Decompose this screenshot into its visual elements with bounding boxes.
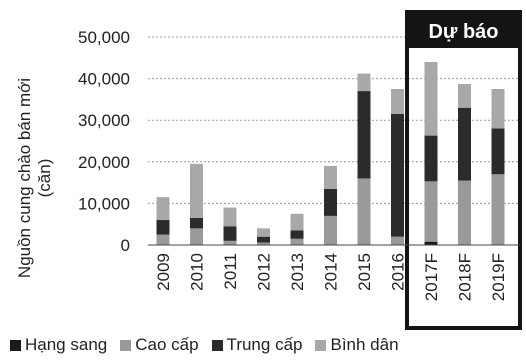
x-tick-label: 2016	[389, 253, 408, 291]
bar-segment	[223, 207, 237, 227]
bar-segment	[190, 228, 203, 245]
bar-segment	[391, 236, 404, 245]
x-tick-label: 2014	[322, 253, 341, 291]
legend-item: Hạng sang	[10, 335, 107, 355]
forecast-box: Dự báo	[405, 10, 522, 330]
bar-segment	[324, 215, 337, 245]
y-axis-label-line: (căn)	[35, 159, 54, 198]
bar-segment	[391, 89, 404, 114]
legend-item: Cao cấp	[120, 335, 199, 355]
legend-item: Trung cấp	[211, 335, 303, 355]
bar-segment	[156, 234, 170, 245]
y-tick-label: 50,000	[78, 28, 130, 47]
bar-segment	[424, 135, 438, 182]
x-tick-label: 2017F	[422, 253, 441, 301]
x-tick-label: 2010	[188, 253, 207, 291]
legend: Hạng sang Cao cấp Trung cấp Bình dân	[10, 335, 412, 355]
forecast-header	[407, 12, 520, 48]
legend-label: Bình dân	[330, 335, 399, 354]
bar-segment	[357, 178, 371, 245]
legend-label: Cao cấp	[135, 335, 199, 354]
bar-segment	[324, 165, 337, 189]
y-axis-label-line: Nguồn cung chào bán mới	[15, 78, 34, 278]
y-tick-label: 30,000	[78, 111, 130, 130]
legend-swatch	[120, 339, 132, 351]
legend-swatch	[10, 339, 21, 351]
bar-segment	[257, 228, 270, 237]
y-axis-label: Nguồn cung chào bán mới(căn)	[15, 78, 54, 278]
bar-segment	[190, 163, 203, 218]
y-axis: 0 10,000 20,000 30,000 40,000 50,000	[78, 28, 520, 255]
legend-label: Hạng sang	[25, 335, 108, 354]
bar-segment	[491, 128, 505, 175]
x-tick-label: 2013	[288, 253, 307, 291]
bar-segment	[290, 230, 304, 239]
bar-segment	[257, 236, 270, 243]
legend-item: Bình dân	[315, 335, 399, 355]
bar-segment	[223, 226, 237, 241]
bar-segment	[458, 107, 471, 181]
bar-segment	[491, 89, 505, 129]
bar-segment	[458, 84, 471, 108]
bar-segment	[391, 113, 404, 237]
bar-segment	[357, 91, 371, 179]
y-tick-label: 20,000	[78, 153, 130, 172]
x-axis: 2009 2010 2011 2012 2013 2014 2015 2016 2017F 201…	[154, 253, 508, 301]
bar-segment	[156, 220, 170, 235]
bar-segment	[357, 73, 371, 92]
bar-segment	[424, 61, 438, 136]
legend-swatch	[315, 339, 327, 351]
bar-segment	[223, 240, 237, 245]
x-tick-label: 2015	[355, 253, 374, 291]
y-tick-label: 10,000	[78, 194, 130, 213]
x-tick-label: 2019F	[489, 253, 508, 301]
bar-segment	[424, 241, 438, 245]
bar-segment	[156, 197, 170, 221]
y-tick-label: 0	[121, 236, 130, 255]
bar-segment	[290, 238, 304, 245]
y-tick-label: 40,000	[78, 70, 130, 89]
legend-label: Trung cấp	[226, 335, 303, 354]
legend-swatch	[211, 339, 223, 351]
bar-segment	[290, 213, 304, 231]
x-tick-label: 2012	[255, 253, 274, 291]
bar-segment	[257, 242, 270, 245]
bar-segment	[491, 174, 505, 245]
bars	[156, 61, 505, 245]
x-tick-label: 2009	[154, 253, 173, 291]
x-tick-label: 2011	[221, 253, 240, 290]
bar-segment	[458, 180, 471, 245]
bar-segment	[190, 217, 203, 229]
forecast-label: Dự báo	[428, 21, 498, 43]
bar-segment	[424, 181, 438, 242]
x-tick-label: 2018F	[456, 253, 475, 301]
bar-segment	[324, 188, 337, 216]
